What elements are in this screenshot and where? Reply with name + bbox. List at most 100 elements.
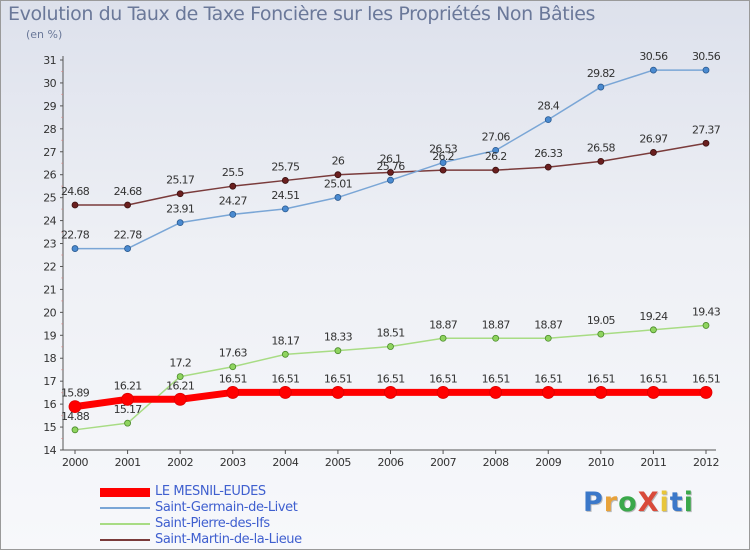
legend-swatch [100, 539, 150, 541]
data-point [278, 386, 292, 399]
x-tick-label: 2011 [640, 456, 666, 469]
data-label: 25.01 [324, 177, 352, 190]
data-label: 24.27 [219, 194, 248, 207]
data-label: 16.51 [482, 372, 510, 385]
x-tick-label: 2001 [115, 456, 141, 469]
data-label: 16.51 [534, 372, 562, 385]
data-label: 16.51 [219, 372, 247, 385]
x-tick-label: 2009 [535, 456, 561, 469]
data-label: 18.17 [271, 334, 300, 347]
data-point [226, 386, 240, 399]
legend-label: Saint-Pierre-des-Ifs [155, 516, 270, 531]
data-label: 18.51 [377, 327, 405, 340]
logo-letter: P [583, 487, 604, 518]
data-point [544, 334, 552, 342]
data-point [384, 386, 397, 399]
data-label: 26.33 [534, 147, 563, 160]
legend-item: LE MESNIL-EUDES [100, 484, 380, 500]
y-tick-label: 16 [43, 398, 56, 411]
data-label: 26.58 [587, 141, 616, 154]
data-point [647, 386, 660, 399]
y-tick-label: 26 [43, 169, 56, 182]
data-label: 18.33 [324, 331, 353, 344]
data-label: 18.87 [429, 318, 458, 331]
y-tick-label: 24 [43, 215, 56, 228]
data-point [699, 386, 713, 399]
data-point [541, 386, 555, 399]
legend-swatch [100, 487, 150, 497]
data-point [281, 177, 289, 184]
y-tick-label: 27 [43, 146, 56, 159]
logo-letter: o [618, 487, 638, 518]
data-point [334, 194, 342, 201]
data-point [124, 201, 131, 209]
y-tick-label: 21 [43, 283, 56, 296]
y-tick-label: 30 [43, 77, 56, 90]
legend-item: Saint-Martin-de-la-Lieue [100, 532, 380, 548]
data-point [544, 116, 552, 124]
data-point [489, 386, 503, 399]
data-point [281, 350, 289, 358]
proxiti-logo: ProXiti [583, 487, 694, 518]
data-point [124, 245, 131, 252]
legend-label: Saint-Martin-de-la-Lieue [155, 532, 302, 547]
data-label: 18.87 [534, 318, 563, 331]
x-tick-label: 2012 [693, 456, 719, 469]
data-label: 26 [332, 155, 345, 168]
y-tick-label: 23 [43, 238, 56, 251]
data-label: 25.5 [222, 166, 244, 179]
logo-letter: r [603, 487, 619, 518]
x-tick-label: 2002 [167, 456, 193, 469]
data-label: 19.05 [587, 314, 616, 327]
legend-swatch [100, 507, 150, 509]
x-tick-label: 2007 [430, 456, 456, 469]
data-label: 16.51 [639, 372, 667, 385]
data-point [176, 190, 184, 198]
legend-item: Saint-Germain-de-Livet [100, 500, 380, 516]
data-point [492, 334, 500, 342]
data-label: 15.89 [61, 387, 90, 400]
data-point [68, 400, 82, 414]
data-label: 26.2 [432, 150, 454, 163]
data-label: 16.51 [429, 372, 457, 385]
data-label: 16.51 [692, 372, 720, 385]
data-label: 26.2 [485, 150, 507, 163]
data-label: 19.43 [692, 305, 721, 318]
legend-item: Saint-Pierre-des-Ifs [100, 516, 380, 532]
data-point [71, 245, 79, 252]
data-label: 23.91 [166, 203, 194, 216]
data-label: 17.63 [219, 347, 248, 360]
logo-letter: t [669, 487, 684, 518]
logo-letter: i [683, 487, 694, 518]
legend-label: LE MESNIL-EUDES [155, 484, 266, 499]
y-tick-label: 28 [43, 123, 56, 136]
data-label: 30.56 [692, 50, 721, 63]
data-label: 22.78 [61, 229, 90, 242]
data-label: 27.06 [482, 130, 511, 143]
data-point [334, 171, 342, 179]
data-label: 25.75 [271, 160, 300, 173]
data-point [597, 330, 605, 338]
data-label: 16.21 [166, 379, 194, 392]
data-label: 25.76 [377, 160, 406, 173]
data-point [702, 66, 710, 74]
chart-title: Evolution du Taux de Taxe Foncière sur l… [8, 3, 596, 25]
data-point [281, 205, 289, 213]
data-point [492, 146, 500, 154]
data-point [387, 176, 394, 184]
y-tick-label: 14 [43, 444, 56, 457]
data-point [650, 326, 657, 334]
data-label: 29.82 [587, 67, 615, 80]
logo-letter: i [659, 487, 670, 518]
data-label: 14.88 [61, 410, 90, 423]
data-point [702, 139, 710, 147]
data-label: 24.68 [114, 185, 143, 198]
data-point [334, 347, 342, 355]
data-label: 16.51 [324, 372, 352, 385]
data-point [387, 169, 394, 176]
data-point [387, 343, 394, 350]
y-tick-label: 31 [43, 54, 56, 67]
data-point [176, 219, 184, 227]
data-point [594, 386, 608, 399]
